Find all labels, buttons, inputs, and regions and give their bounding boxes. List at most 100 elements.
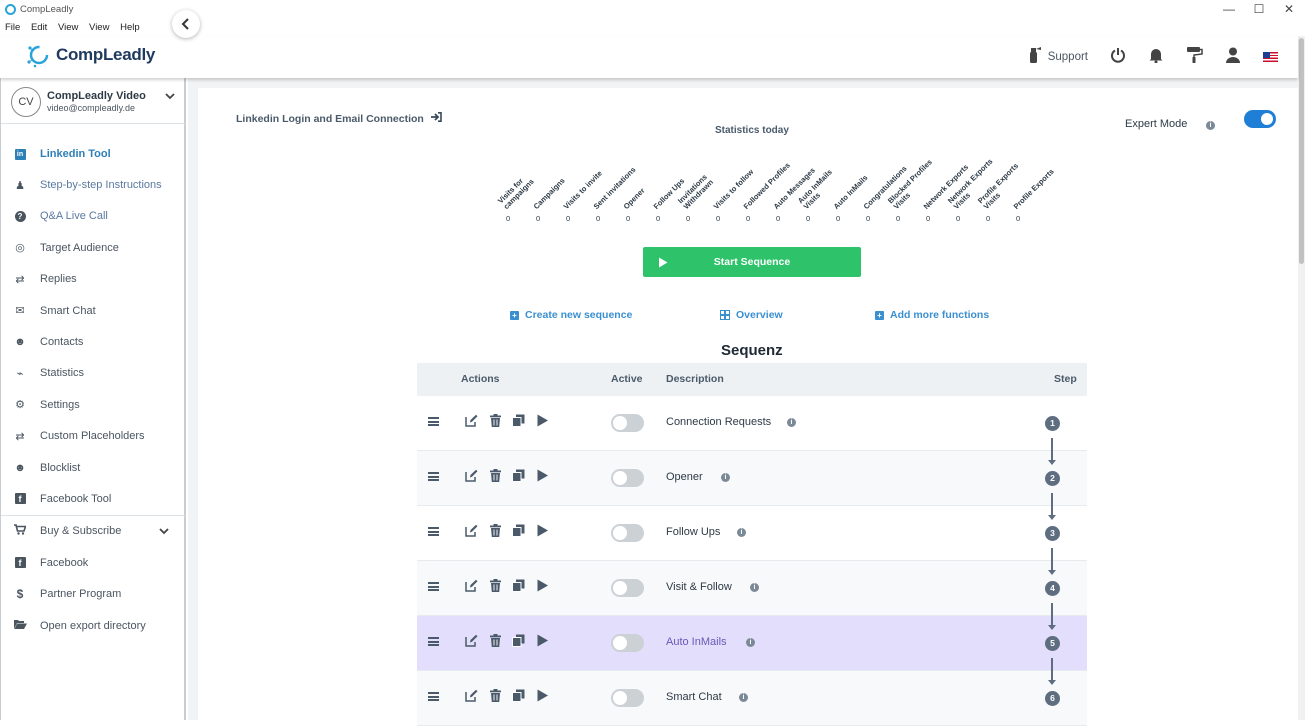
table-row[interactable]: Visit & Follow i 4	[417, 561, 1087, 630]
menu-file[interactable]: File	[5, 22, 21, 33]
minimize-button[interactable]: —	[1223, 2, 1235, 16]
create-sequence-link[interactable]: + Create new sequence	[510, 309, 632, 321]
table-row[interactable]: Opener i 2	[417, 451, 1087, 520]
table-body: Connection Requests i 1 Opener i 2 Follow Ups i…	[417, 396, 1087, 726]
sidebar-item-target-audience[interactable]: ◎ Target Audience	[1, 232, 185, 263]
play-icon[interactable]	[536, 524, 549, 540]
edit-icon[interactable]	[465, 689, 478, 705]
trash-icon[interactable]	[489, 579, 502, 595]
expert-mode-toggle[interactable]	[1244, 110, 1276, 128]
edit-icon[interactable]	[465, 579, 478, 595]
sidebar-item-label: Partner Program	[40, 588, 122, 601]
sidebar-item-label: Statistics	[40, 367, 85, 380]
play-icon[interactable]	[536, 634, 549, 650]
trash-icon[interactable]	[489, 524, 502, 540]
menu-view-2[interactable]: View	[89, 22, 110, 33]
play-icon[interactable]	[536, 469, 549, 485]
sidebar-item-qa-live-call[interactable]: ? Q&A Live Call	[1, 201, 185, 232]
drag-handle-icon[interactable]	[428, 637, 439, 646]
active-toggle[interactable]	[611, 469, 644, 487]
sidebar-item-blocklist[interactable]: ☻ Blocklist	[1, 452, 185, 483]
edit-icon[interactable]	[465, 469, 478, 485]
step-badge: 4	[1045, 581, 1060, 596]
sidebar-item-facebook-tool[interactable]: f Facebook Tool	[1, 483, 185, 514]
copy-icon[interactable]	[512, 414, 525, 430]
maximize-button[interactable]: ☐	[1253, 2, 1265, 16]
notifications-button[interactable]	[1148, 47, 1164, 68]
menu-edit[interactable]: Edit	[30, 22, 48, 33]
info-icon[interactable]: i	[737, 528, 746, 537]
sequence-table: Actions Active Description Step Connecti…	[417, 363, 1087, 726]
info-icon[interactable]: i	[721, 473, 730, 482]
sidebar-item-partner-program[interactable]: $ Partner Program	[1, 578, 185, 609]
profile-button[interactable]	[1225, 47, 1241, 68]
sidebar-item-linkedin-tool[interactable]: in Linkedin Tool	[1, 138, 185, 169]
scrollbar[interactable]	[1298, 36, 1305, 720]
trash-icon[interactable]	[489, 414, 502, 430]
edit-icon[interactable]	[465, 524, 478, 540]
info-icon[interactable]: i	[787, 418, 796, 427]
info-icon[interactable]: i	[739, 693, 748, 702]
play-icon[interactable]	[536, 414, 549, 430]
sidebar-item-replies[interactable]: ⇄ Replies	[1, 264, 185, 295]
active-toggle[interactable]	[611, 524, 644, 542]
info-icon[interactable]: i	[1206, 121, 1215, 130]
edit-icon[interactable]	[465, 414, 478, 430]
sidebar-item-facebook[interactable]: f Facebook	[1, 547, 185, 578]
logo[interactable]: CompLeadly	[26, 40, 155, 70]
collapse-sidebar-button[interactable]	[172, 10, 200, 38]
scrollbar-thumb[interactable]	[1299, 38, 1304, 264]
trash-icon[interactable]	[489, 634, 502, 650]
active-toggle[interactable]	[611, 689, 644, 707]
drag-handle-icon[interactable]	[428, 582, 439, 591]
theme-button[interactable]	[1186, 46, 1203, 68]
drag-handle-icon[interactable]	[428, 472, 439, 481]
drag-handle-icon[interactable]	[428, 417, 439, 426]
trash-icon[interactable]	[489, 689, 502, 705]
active-toggle[interactable]	[611, 414, 644, 432]
active-toggle[interactable]	[611, 634, 644, 652]
sidebar-item-open-export-directory[interactable]: Open export directory	[1, 610, 185, 641]
overview-link[interactable]: Overview	[720, 309, 783, 321]
start-sequence-button[interactable]: Start Sequence	[643, 247, 861, 277]
sidebar-item-buy-subscribe[interactable]: Buy & Subscribe	[1, 516, 185, 547]
sidebar-item-contacts[interactable]: ☻ Contacts	[1, 326, 185, 357]
table-row[interactable]: Connection Requests i 1	[417, 396, 1087, 465]
power-button[interactable]	[1110, 47, 1126, 68]
stat-column: Visits for campaigns 0	[496, 143, 536, 223]
info-icon[interactable]: i	[750, 583, 759, 592]
drag-handle-icon[interactable]	[428, 692, 439, 701]
language-button[interactable]	[1263, 52, 1278, 62]
stat-column: Campaigns 0	[532, 143, 567, 223]
table-row[interactable]: Smart Chat i 6	[417, 671, 1087, 726]
trash-icon[interactable]	[489, 469, 502, 485]
account-switcher[interactable]: CV CompLeadly Video video@compleadly.de	[1, 78, 185, 124]
sidebar-item-instructions[interactable]: ♟ Step-by-step Instructions	[1, 169, 185, 200]
edit-icon[interactable]	[465, 634, 478, 650]
linkedin-login-link[interactable]: Linkedin Login and Email Connection	[236, 112, 442, 125]
copy-icon[interactable]	[512, 634, 525, 650]
menu-view[interactable]: View	[57, 22, 79, 33]
stat-value: 0	[746, 214, 751, 223]
info-icon[interactable]: i	[746, 638, 755, 647]
copy-icon[interactable]	[512, 689, 525, 705]
sidebar-item-custom-placeholders[interactable]: ⇄ Custom Placeholders	[1, 421, 185, 452]
close-button[interactable]: ✕	[1283, 2, 1295, 16]
copy-icon[interactable]	[512, 579, 525, 595]
add-functions-link[interactable]: + Add more functions	[875, 309, 989, 321]
sidebar-item-smart-chat[interactable]: ✉ Smart Chat	[1, 295, 185, 326]
play-icon[interactable]	[536, 689, 549, 705]
sidebar-item-statistics[interactable]: ⌁ Statistics	[1, 358, 185, 389]
copy-icon[interactable]	[512, 469, 525, 485]
sidebar-item-settings[interactable]: ⚙ Settings	[1, 389, 185, 420]
table-row[interactable]: Auto InMails i 5	[417, 616, 1087, 685]
active-toggle[interactable]	[611, 579, 644, 597]
stat-value: 0	[716, 214, 721, 223]
drag-handle-icon[interactable]	[428, 527, 439, 536]
support-button[interactable]: Support	[1026, 46, 1088, 69]
copy-icon[interactable]	[512, 524, 525, 540]
play-icon[interactable]	[536, 579, 549, 595]
table-row[interactable]: Follow Ups i 3	[417, 506, 1087, 575]
comments-icon: ✉	[15, 305, 25, 318]
menu-help[interactable]: Help	[120, 22, 140, 33]
